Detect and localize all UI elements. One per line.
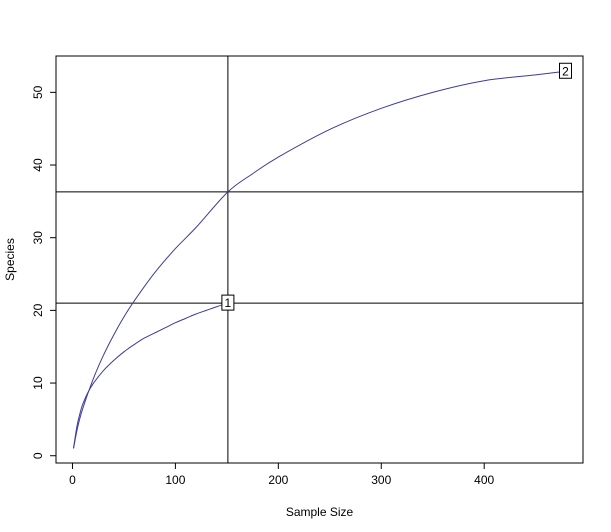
series-line-2 <box>73 70 566 449</box>
x-tick-label: 0 <box>69 473 76 487</box>
x-tick-label: 100 <box>165 473 185 487</box>
series-end-label: 2 <box>559 62 573 79</box>
y-tick-label: 0 <box>31 452 45 459</box>
y-axis: 0 10 20 30 40 50 <box>31 85 56 459</box>
x-axis: 0 100 200 300 400 <box>69 463 495 487</box>
series-end-label-text: 2 <box>562 64 569 78</box>
x-axis-label: Sample Size <box>286 505 354 519</box>
y-tick-label: 40 <box>31 158 45 172</box>
x-tick-label: 400 <box>474 473 494 487</box>
series-end-label: 1 <box>221 294 235 311</box>
series-line-1 <box>73 302 229 449</box>
series-end-label-text: 1 <box>225 296 232 310</box>
x-tick-label: 300 <box>371 473 391 487</box>
x-tick-label: 200 <box>268 473 288 487</box>
y-tick-label: 10 <box>31 376 45 390</box>
y-tick-label: 20 <box>31 303 45 317</box>
y-axis-label: Species <box>3 238 17 281</box>
y-tick-label: 50 <box>31 85 45 99</box>
plot-frame <box>55 55 584 464</box>
y-tick-label: 30 <box>31 231 45 245</box>
